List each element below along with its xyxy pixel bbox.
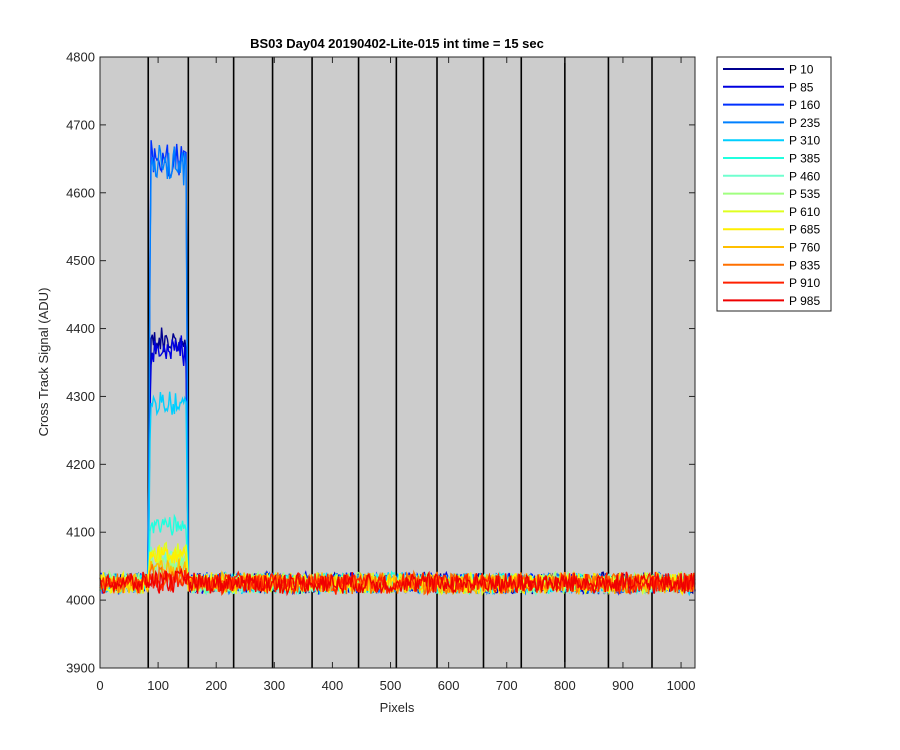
- y-tick-label: 4600: [66, 185, 95, 200]
- chart-title: BS03 Day04 20190402-Lite-015 int time = …: [250, 36, 544, 51]
- x-axis: 0 100 200 300 400 500 600 700 800 900 1000: [96, 57, 696, 693]
- legend-label: P 385: [789, 152, 820, 166]
- x-tick-label: 600: [438, 678, 460, 693]
- legend-label: P 10: [789, 63, 814, 77]
- x-tick-label: 1000: [667, 678, 696, 693]
- legend-label: P 760: [789, 241, 820, 255]
- y-tick-label: 4200: [66, 457, 95, 472]
- y-axis-label: Cross Track Signal (ADU): [36, 288, 51, 437]
- y-tick-label: 4400: [66, 321, 95, 336]
- y-tick-label: 4800: [66, 50, 95, 65]
- y-tick-label: 4000: [66, 593, 95, 608]
- legend-label: P 910: [789, 276, 820, 290]
- y-tick-label: 4500: [66, 253, 95, 268]
- legend-label: P 835: [789, 258, 820, 272]
- x-tick-label: 500: [380, 678, 402, 693]
- column-dividers: [147, 57, 653, 668]
- x-tick-label: 200: [205, 678, 227, 693]
- legend-label: P 460: [789, 169, 820, 183]
- series-lines: [99, 140, 696, 597]
- y-axis: 3900 4000 4100 4200 4300 4400 4500 4600 4700 4800: [66, 50, 695, 676]
- legend-box: [716, 56, 832, 312]
- legend-label: P 235: [789, 116, 820, 130]
- y-tick-label: 3900: [66, 661, 95, 676]
- x-tick-label: 300: [263, 678, 285, 693]
- x-axis-label: Pixels: [380, 700, 415, 715]
- legend: P 10 P 85 P 160 P 235 P 310 P 385 P 460 P 535 P …: [716, 56, 832, 312]
- legend-label: P 985: [789, 294, 820, 308]
- x-tick-label: 900: [612, 678, 634, 693]
- x-tick-label: 700: [496, 678, 518, 693]
- legend-label: P 85: [789, 80, 814, 94]
- y-tick-label: 4300: [66, 389, 95, 404]
- x-tick-label: 100: [147, 678, 169, 693]
- plot-frame: [99, 56, 696, 669]
- x-tick-label: 800: [554, 678, 576, 693]
- legend-label: P 535: [789, 187, 820, 201]
- legend-label: P 610: [789, 205, 820, 219]
- legend-label: P 160: [789, 98, 820, 112]
- legend-label: P 310: [789, 134, 820, 148]
- x-tick-label: 0: [96, 678, 103, 693]
- x-tick-label: 400: [322, 678, 344, 693]
- y-tick-label: 4100: [66, 525, 95, 540]
- series-line: [99, 567, 696, 597]
- legend-label: P 685: [789, 223, 820, 237]
- y-tick-label: 4700: [66, 117, 95, 132]
- plot-area: [100, 57, 695, 668]
